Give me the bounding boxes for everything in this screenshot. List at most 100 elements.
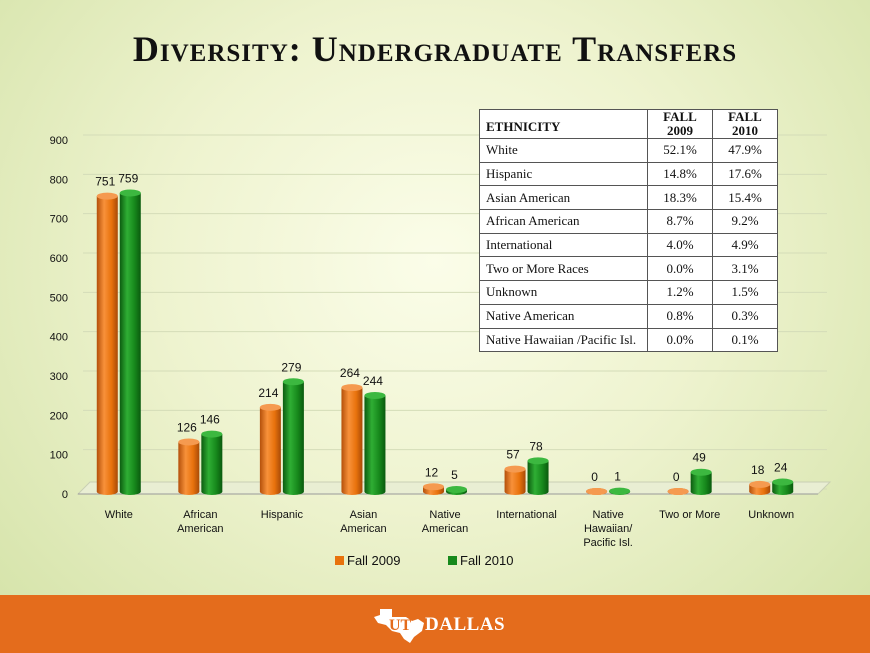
- bar-top: [341, 384, 363, 392]
- table-cell-percent: 9.2%: [712, 209, 778, 234]
- y-tick-label: 800: [50, 174, 68, 186]
- legend-item-fall-2010: Fall 2010: [448, 553, 513, 568]
- x-tick-label: African American: [177, 509, 223, 535]
- table-cell-percent: 1.2%: [647, 280, 713, 305]
- table-cell-ethnicity: African American: [479, 209, 648, 234]
- y-tick-label: 700: [50, 214, 68, 226]
- x-tick-label: Native American: [422, 509, 468, 535]
- table-row: International 4.0% 4.9%: [479, 232, 778, 258]
- table-cell-percent: 4.0%: [647, 232, 713, 258]
- table-cell-ethnicity: Two or More Races: [479, 256, 648, 282]
- bar-top: [609, 487, 631, 495]
- bar-body: [282, 381, 304, 492]
- table-cell-ethnicity: Native Hawaiian /Pacific Isl.: [479, 327, 648, 353]
- table-cell-percent: 0.0%: [647, 327, 713, 353]
- bar-fall-2010: [282, 378, 304, 495]
- bar-body: [749, 484, 771, 492]
- bar-top: [96, 192, 118, 200]
- logo-text: DALLAS: [425, 614, 506, 635]
- data-label: 57: [506, 448, 520, 462]
- bar-base: [96, 488, 118, 495]
- bar-base: [259, 488, 281, 495]
- y-tick-label: 100: [50, 450, 68, 462]
- table-cell-percent: 8.7%: [647, 209, 713, 234]
- bar-top: [259, 403, 281, 411]
- bar-fall-2010: [772, 478, 794, 495]
- bar-fall-2009: [178, 438, 200, 495]
- table-cell-ethnicity: Asian American: [479, 185, 648, 211]
- legend-label: Fall 2010: [460, 553, 514, 568]
- bar-top: [667, 488, 689, 495]
- bar-top: [586, 488, 608, 495]
- bar-base: [178, 488, 200, 495]
- bar-fall-2009: [423, 483, 444, 495]
- table-cell-ethnicity: Unknown: [479, 280, 648, 305]
- table-cell-ethnicity: International: [479, 232, 648, 258]
- bar-body: [504, 469, 526, 492]
- bar-top: [282, 378, 304, 386]
- bar-base: [690, 488, 712, 495]
- bar-top: [527, 457, 549, 465]
- bar-base: [527, 488, 549, 495]
- data-label: 5: [451, 468, 458, 482]
- table-cell-percent: 52.1%: [647, 138, 713, 163]
- bar-body: [96, 196, 118, 492]
- bar-fall-2010: [690, 468, 712, 495]
- data-label: 279: [281, 360, 301, 374]
- table-cell-percent: 0.3%: [712, 303, 778, 329]
- x-tick-label: International: [496, 509, 557, 521]
- bar-top: [446, 486, 467, 494]
- y-tick-label: 400: [50, 332, 68, 344]
- data-label: 264: [340, 366, 360, 380]
- table-cell-percent: 0.8%: [647, 303, 713, 329]
- ethnicity-table: ETHNICITY FALL 2009 FALL 2010 White 52.1% 47…: [479, 109, 778, 353]
- data-label: 126: [177, 420, 197, 434]
- bar-body: [201, 434, 223, 492]
- bar-fall-2009: [667, 488, 689, 495]
- svg-text:UT: UT: [389, 617, 412, 634]
- bar-top: [178, 438, 200, 446]
- bar-fall-2009: [96, 192, 118, 495]
- bar-fall-2010: [527, 457, 549, 495]
- bar-fall-2010: [446, 486, 467, 495]
- y-tick-label: 200: [50, 410, 68, 422]
- data-label: 24: [774, 461, 788, 475]
- table-header-fall-2010: FALL 2010: [712, 109, 778, 139]
- bar-fall-2009: [504, 465, 526, 495]
- x-tick-label: Asian American: [340, 509, 386, 535]
- bar-fall-2009: [341, 384, 363, 495]
- data-label: 12: [425, 465, 439, 479]
- y-tick-label: 500: [50, 292, 68, 304]
- table-cell-percent: 14.8%: [647, 161, 713, 187]
- bar-base: [201, 488, 223, 495]
- footer-bar: [0, 595, 870, 653]
- y-tick-label: 900: [50, 135, 68, 147]
- bar-body: [341, 387, 363, 492]
- bar-top: [201, 430, 223, 438]
- table-row: Two or More Races 0.0% 3.1%: [479, 256, 778, 282]
- y-tick-label: 600: [50, 253, 68, 265]
- bar-base: [749, 488, 771, 495]
- table-cell-percent: 1.5%: [712, 280, 778, 305]
- table-cell-percent: 0.1%: [712, 327, 778, 353]
- bar-body: [259, 407, 281, 492]
- table-cell-ethnicity: Native American: [479, 303, 648, 329]
- bar-top: [690, 468, 712, 476]
- slide-title: Diversity: Undergraduate Transfers: [132, 29, 738, 69]
- table-row: Native American 0.8% 0.3%: [479, 303, 778, 329]
- table-cell-percent: 3.1%: [712, 256, 778, 282]
- bar-fall-2009: [586, 488, 608, 495]
- bar-fall-2009: [259, 403, 281, 495]
- data-label: 18: [751, 463, 765, 477]
- bar-top: [364, 392, 386, 400]
- bar-body: [119, 192, 141, 492]
- data-label: 0: [591, 470, 598, 484]
- legend-item-fall-2009: Fall 2009: [335, 553, 400, 568]
- bar-base: [341, 488, 363, 495]
- bar-body: [772, 482, 794, 492]
- table-cell-ethnicity: Hispanic: [479, 161, 648, 187]
- data-label: 759: [118, 171, 138, 185]
- bar-body: [690, 472, 712, 492]
- legend-swatch-green: [448, 556, 457, 565]
- bar-base: [772, 488, 794, 495]
